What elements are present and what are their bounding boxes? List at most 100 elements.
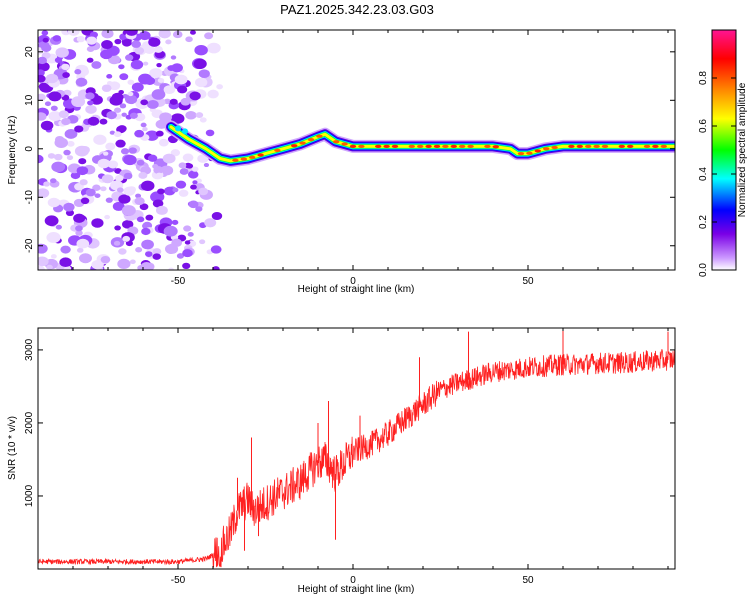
noise-speckle [121,113,126,117]
noise-speckle [87,100,93,105]
noise-speckle [127,186,136,193]
noise-speckle [138,74,152,85]
noise-speckle [91,61,101,69]
noise-speckle [76,78,88,87]
noise-speckle [183,225,191,231]
noise-speckle [45,215,59,226]
noise-speckle [125,54,133,60]
signal-peak [241,157,247,160]
noise-speckle [179,162,187,168]
noise-speckle [46,265,53,270]
signal-peak [661,145,667,148]
noise-speckle [100,50,112,60]
noise-speckle [182,263,190,269]
noise-speckle [61,118,70,125]
noise-speckle [118,248,126,254]
noise-speckle [172,188,178,193]
noise-speckle [179,190,189,197]
noise-speckle [51,254,57,259]
noise-speckle [61,64,69,70]
noise-speckle [122,236,130,242]
noise-speckle [124,173,133,180]
noise-speckle [117,187,124,192]
noise-speckle [185,240,191,244]
noise-speckle [78,158,86,164]
colorbar-tick-label: 0.4 [698,167,709,181]
noise-speckle [208,90,219,99]
noise-speckle [145,251,152,257]
noise-speckle [39,83,49,91]
noise-speckle [100,186,106,191]
noise-speckle [93,135,106,145]
noise-speckle [157,188,165,194]
signal-peak [299,141,305,144]
noise-speckle [204,32,213,39]
noise-speckle [63,203,74,212]
signal-peak [459,145,465,148]
noise-speckle [114,225,121,230]
noise-speckle [75,146,89,157]
noise-speckle [134,130,144,138]
noise-speckle [164,226,178,237]
noise-speckle [127,80,134,85]
signal-peak [442,145,448,148]
spectrogram-xtick-label: -50 [171,276,186,287]
signal-peak [350,145,356,148]
noise-speckle [54,154,63,161]
signal-peak [274,149,280,152]
colorbar-label: Normalized spectral amplitude [737,82,748,217]
noise-speckle [204,163,209,167]
colorbar-tick-label: 0.6 [698,119,709,133]
noise-speckle [144,46,155,54]
noise-speckle [199,69,210,78]
noise-speckle [74,69,81,74]
signal-peak [652,145,658,148]
noise-speckle [180,98,190,106]
noise-speckle [55,138,69,148]
noise-speckle [86,189,96,197]
signal-peak [257,153,263,156]
snr-ylabel: SNR (10 * v/v) [7,416,18,480]
signal-peak [526,152,532,155]
noise-speckle [102,174,114,183]
noise-speckle [134,197,144,205]
noise-speckle [35,244,48,254]
noise-speckle [194,59,207,69]
noise-speckle [115,175,123,182]
noise-speckle [148,38,160,47]
noise-speckle [176,181,186,189]
noise-speckle [130,113,138,119]
signal-peak [232,159,238,162]
noise-speckle [91,218,103,227]
noise-speckle [43,38,49,43]
noise-speckle [77,36,85,42]
noise-speckle [36,75,46,83]
noise-speckle [35,112,46,121]
noise-speckle [135,247,142,252]
noise-speckle [106,74,112,79]
noise-speckle [134,47,144,54]
noise-speckle [190,30,196,35]
snr-ytick-label: 3000 [24,338,35,361]
noise-speckle [143,62,148,66]
noise-speckle [119,73,128,80]
noise-speckle [140,99,148,105]
noise-speckle [77,248,84,253]
noise-speckle [207,43,221,54]
noise-speckle [46,232,60,243]
noise-speckle [65,130,76,139]
colorbar-tick-label: 0.2 [698,215,709,229]
noise-speckle [164,85,175,94]
noise-speckle [211,245,222,253]
noise-speckle [98,159,110,169]
spectrogram-xtick-label: 50 [522,276,534,287]
noise-speckle [171,55,176,59]
noise-speckle [125,95,137,104]
noise-speckle [131,40,141,47]
signal-peak [551,146,557,149]
noise-speckle [74,125,83,132]
signal-peak [593,145,599,148]
signal-peak [493,145,499,148]
signal-peak [543,147,549,150]
noise-speckle [101,256,111,263]
